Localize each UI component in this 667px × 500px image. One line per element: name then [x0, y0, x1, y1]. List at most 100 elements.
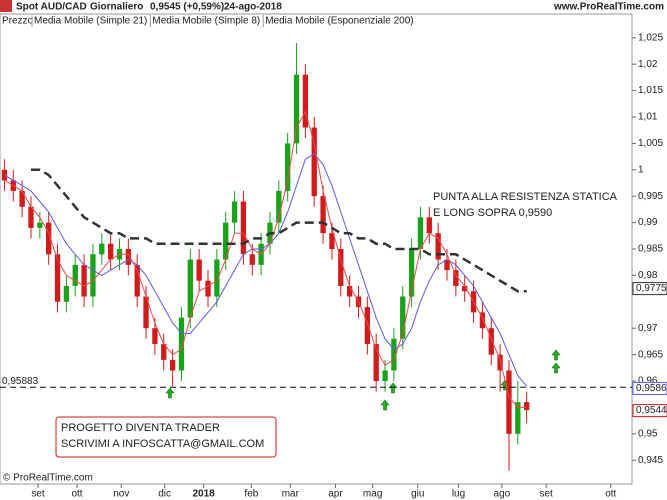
level-label: 0,95883	[2, 376, 39, 387]
y-tick-label: 1,01	[638, 112, 658, 123]
candle-body	[506, 370, 512, 434]
candle-body	[72, 264, 78, 286]
candle-body	[152, 328, 158, 345]
candle-body	[161, 344, 167, 360]
candle-body	[231, 201, 238, 223]
candle-body	[346, 285, 353, 297]
y-tick-label: 1,005	[638, 138, 663, 149]
candle-body	[329, 233, 335, 249]
candle-body	[187, 259, 193, 318]
candle-body	[99, 243, 105, 255]
price-tag	[632, 282, 667, 296]
candle-body	[497, 354, 503, 371]
candle-body	[54, 254, 61, 302]
candle-body	[178, 317, 185, 371]
candle-body	[293, 74, 300, 144]
candle-body	[125, 249, 132, 265]
candle-body	[408, 249, 415, 297]
candle-body	[426, 217, 432, 234]
y-tick-label: 0,985	[638, 244, 663, 255]
y-tick-label: 0,945	[638, 455, 663, 466]
annotation: E LONG SOPRA 0,9590	[433, 207, 552, 219]
legend-entry: Media Mobile (Esponenziale 200)	[265, 16, 413, 27]
candle-body	[488, 328, 494, 355]
y-tick-label: 1	[638, 164, 644, 175]
x-tick-label: nov	[113, 489, 129, 500]
candle-body	[400, 296, 406, 339]
candle-body	[249, 254, 255, 265]
candle-body	[46, 222, 52, 255]
candle-body	[417, 217, 424, 249]
moving-average	[4, 153, 528, 387]
x-tick-label: ott	[71, 489, 82, 500]
candle-body	[276, 190, 282, 223]
x-tick-label: set	[539, 489, 553, 500]
candle-body	[169, 359, 176, 371]
price-tag-label: 0,9544	[636, 405, 667, 416]
x-tick-label: ago	[494, 489, 511, 500]
candle-body	[19, 190, 25, 207]
moving-average	[31, 168, 527, 293]
y-tick-label: 0,97	[638, 323, 658, 334]
y-tick-label: 1,025	[638, 32, 663, 43]
x-tick-label: feb	[244, 489, 258, 500]
plot	[1, 43, 530, 471]
x-tick-label: dic	[158, 489, 171, 500]
candle-body	[28, 206, 34, 228]
x-tick-label: lug	[452, 489, 465, 500]
candle-body	[364, 307, 370, 345]
x-tick-label: mag	[363, 489, 382, 500]
note-text: PROGETTO DIVENTA TRADER	[61, 422, 220, 434]
candle-body	[320, 196, 326, 234]
candle-body	[240, 201, 247, 255]
x-tick-label: set	[31, 489, 45, 500]
arrow	[165, 387, 175, 399]
moving-average	[4, 110, 527, 408]
candle-body	[214, 259, 220, 297]
y-tick-label: 0,98	[638, 270, 658, 281]
copyright: © ProRealTime.com	[3, 473, 93, 484]
last-change: 0,9545 (+0,59%)	[150, 2, 224, 13]
candle-body	[285, 143, 291, 191]
date: 24-ago-2018	[224, 2, 282, 13]
arrow	[551, 362, 561, 374]
y-tick-label: 0,96	[638, 376, 658, 387]
annotation: PUNTA ALLA RESISTENZA STATICA	[433, 191, 618, 203]
y-tick-label: 0,965	[638, 349, 663, 360]
candle-body	[37, 222, 43, 228]
candle-body	[196, 259, 202, 281]
x-tick-label: apr	[328, 489, 343, 500]
price-tag-label: 0,9586	[636, 383, 667, 394]
candle-body	[134, 264, 140, 297]
candle-body	[373, 344, 379, 382]
site: www.ProRealTime.com	[553, 2, 664, 13]
y-tick-label: 0,99	[638, 217, 658, 228]
instrument: Spot AUD/CAD	[16, 2, 87, 13]
logo	[0, 0, 12, 12]
y-tick-label: 0,995	[638, 191, 663, 202]
period: Giornaliero	[90, 2, 143, 13]
x-tick-label: 2018	[192, 489, 215, 500]
candle-body	[90, 254, 96, 297]
candle-body	[338, 249, 344, 286]
note-box	[55, 416, 277, 458]
candle-body	[444, 259, 450, 271]
candle-body	[63, 285, 70, 302]
y-tick-label: 0,95	[638, 428, 658, 439]
legend-entry: Media Mobile (Simple 21)	[34, 16, 147, 27]
y-tick-label: 1,02	[638, 59, 658, 70]
x-tick-label: mar	[282, 489, 300, 500]
price-legend: Prezzo	[2, 16, 34, 27]
x-tick-label: giu	[411, 489, 424, 500]
arrow	[388, 382, 398, 394]
price-tag	[632, 404, 667, 418]
candle-body	[311, 127, 317, 197]
candle-body	[524, 402, 530, 411]
candle-body	[382, 370, 388, 382]
price-tag	[632, 381, 667, 395]
arrow	[551, 349, 561, 361]
candle-body	[515, 402, 521, 434]
arrow	[380, 399, 390, 411]
legend-entry: Media Mobile (Simple 8)	[152, 16, 260, 27]
